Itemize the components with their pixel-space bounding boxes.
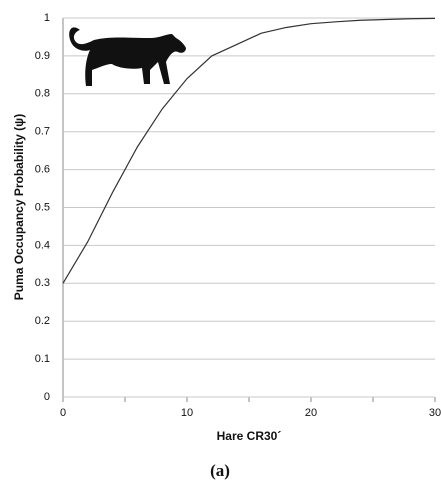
y-tick-label: 0.6	[35, 164, 50, 176]
y-tick-label: 0.5	[35, 201, 50, 213]
line-series	[62, 17, 436, 284]
caption: (a)	[210, 461, 230, 480]
x-tick-label: 20	[305, 407, 317, 419]
y-tick-label: 0.8	[35, 88, 50, 100]
y-tick-label: 0.3	[35, 277, 50, 289]
x-tick-label: 10	[181, 407, 193, 419]
puma-icon	[69, 27, 186, 86]
y-tick-label: 0.7	[35, 126, 50, 138]
x-tick-label: 0	[60, 407, 66, 419]
y-tick-label: 0.1	[35, 353, 50, 365]
y-tick-label: 1	[44, 12, 50, 24]
x-axis-title: Hare CR30´	[217, 429, 282, 443]
x-tick-label: 30	[429, 407, 441, 419]
y-tick-label: 0.2	[35, 315, 50, 327]
y-tick-label: 0.9	[35, 50, 50, 62]
y-tick-label: 0	[44, 391, 50, 403]
y-tick-label: 0.4	[35, 239, 50, 251]
y-axis-title: Puma Occupancy Probability (ψ)	[12, 114, 26, 300]
